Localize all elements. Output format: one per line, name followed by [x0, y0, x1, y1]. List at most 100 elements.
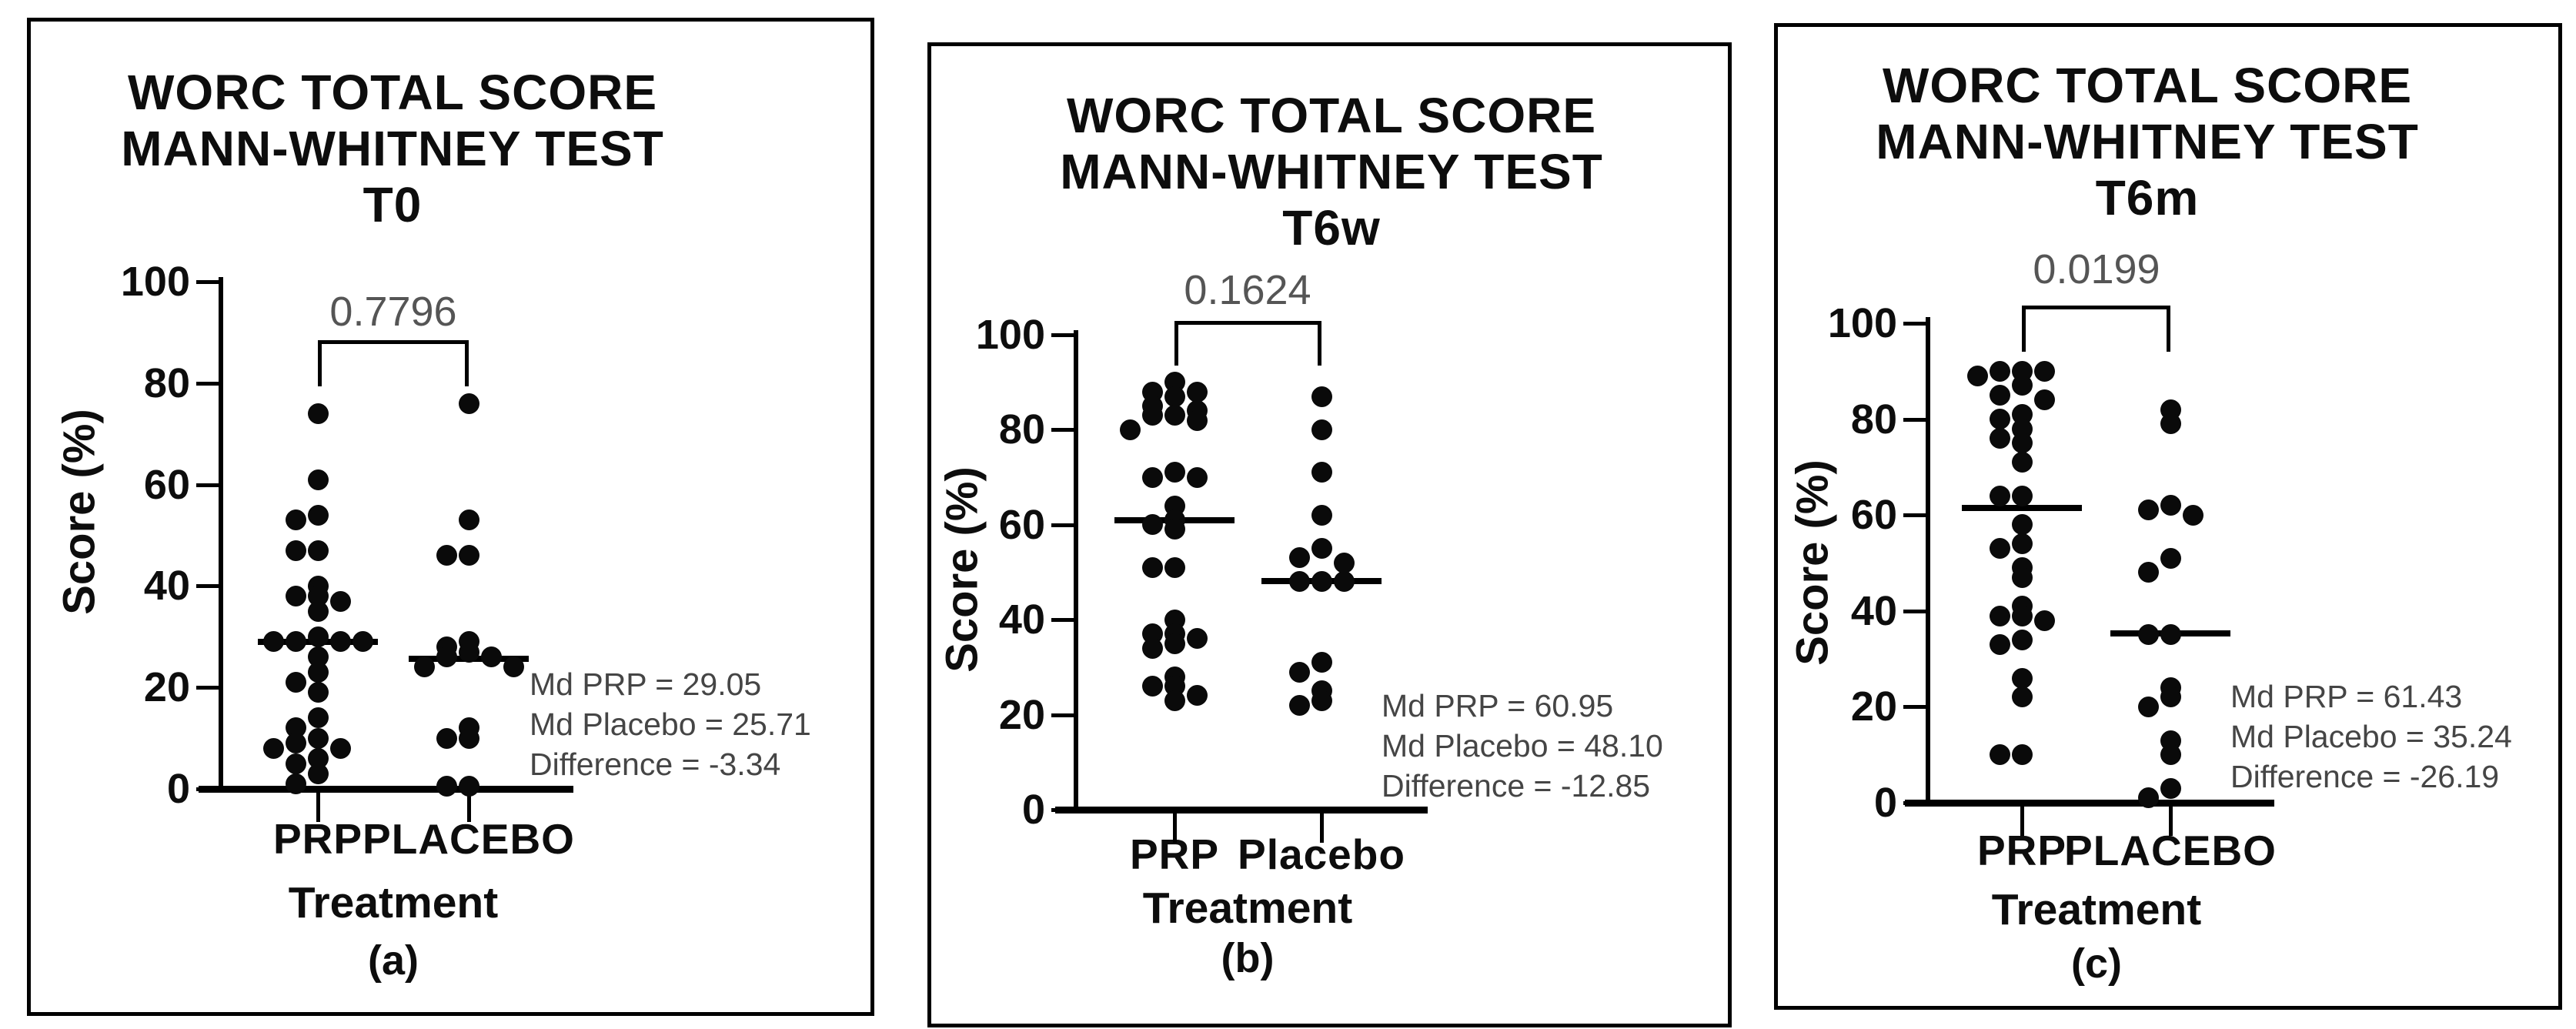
- y-axis-tick-label: 40: [1850, 587, 1897, 634]
- data-point: [307, 763, 329, 784]
- data-point: [1989, 384, 2010, 406]
- median-annotations: Md PRP = 60.95 Md Placebo = 48.10 Differ…: [1382, 686, 1663, 806]
- data-point: [2011, 433, 2033, 454]
- data-point: [458, 509, 479, 531]
- data-point: [2137, 624, 2159, 646]
- y-axis-tick-label: 80: [1850, 396, 1897, 443]
- y-axis-line: [1074, 330, 1078, 814]
- data-point: [1186, 409, 1208, 431]
- y-axis-tick-label: 100: [975, 312, 1045, 358]
- data-point: [1966, 366, 1988, 387]
- data-point: [436, 545, 457, 566]
- data-point: [1311, 538, 1332, 560]
- data-point: [1119, 419, 1141, 440]
- y-axis-tick: [1903, 705, 1926, 710]
- data-point: [2033, 360, 2055, 382]
- data-point: [285, 733, 306, 754]
- group-label-placebo: PLACEBO: [363, 815, 575, 863]
- y-axis-tick: [196, 381, 219, 386]
- significance-bracket: [318, 340, 469, 386]
- p-value-label: 0.7796: [329, 289, 457, 335]
- data-point: [307, 661, 329, 683]
- y-axis-tick-label: 80: [143, 359, 190, 406]
- data-point: [2011, 514, 2033, 536]
- chart-title-line2: MANN-WHITNEY TEST: [121, 121, 664, 176]
- data-point: [458, 641, 479, 663]
- y-axis-tick: [1051, 618, 1074, 623]
- x-axis-tick: [2020, 807, 2024, 836]
- data-point: [2011, 452, 2033, 473]
- data-point: [307, 504, 329, 526]
- data-point: [2160, 495, 2181, 516]
- data-point: [2011, 667, 2033, 689]
- data-point: [2160, 624, 2181, 646]
- y-axis-line: [219, 277, 223, 793]
- y-axis-tick: [1051, 523, 1074, 527]
- y-axis-tick: [1903, 322, 1926, 326]
- data-point: [1311, 386, 1332, 407]
- y-axis-tick: [1051, 428, 1074, 433]
- y-axis-tick-label: 60: [1850, 492, 1897, 539]
- data-point: [307, 727, 329, 749]
- x-axis-tick: [1173, 814, 1177, 843]
- data-point: [436, 727, 457, 749]
- data-point: [1141, 637, 1163, 659]
- panel-letter: (a): [368, 937, 419, 984]
- data-point: [1288, 694, 1310, 716]
- data-point: [2160, 687, 2181, 708]
- y-axis-tick-label: 100: [120, 259, 190, 305]
- y-axis-tick-label: 40: [998, 596, 1045, 643]
- data-point: [307, 626, 329, 647]
- data-point: [458, 727, 479, 749]
- data-point: [1164, 386, 1185, 407]
- data-point: [1989, 633, 2010, 655]
- data-point: [1989, 360, 2010, 382]
- data-point: [436, 776, 457, 797]
- y-axis-tick-label: 40: [143, 563, 190, 610]
- y-axis-label: Score (%): [937, 466, 987, 673]
- data-point: [1186, 381, 1208, 403]
- y-axis-tick-label: 60: [998, 501, 1045, 548]
- data-point: [1311, 504, 1332, 526]
- data-point: [1141, 405, 1163, 426]
- y-axis-label: Score (%): [1787, 459, 1838, 666]
- data-point: [1141, 466, 1163, 488]
- chart-title-line2: MANN-WHITNEY TEST: [1876, 114, 2419, 169]
- y-axis-tick: [1051, 713, 1074, 717]
- data-point: [1164, 405, 1185, 426]
- data-point: [307, 540, 329, 561]
- data-point: [480, 646, 502, 668]
- significance-bracket: [2022, 306, 2170, 352]
- data-point: [285, 631, 306, 653]
- y-axis-tick-label: 100: [1827, 300, 1897, 346]
- x-axis-label: Treatment: [288, 878, 499, 927]
- data-point: [413, 656, 435, 678]
- data-point: [1333, 571, 1355, 593]
- annotation-md-placebo: Md Placebo = 35.24: [2230, 719, 2512, 754]
- data-point: [503, 656, 524, 678]
- panel-b: WORC TOTAL SCORE MANN-WHITNEY TEST T6w 0…: [927, 42, 1732, 1027]
- data-point: [1141, 556, 1163, 578]
- data-point: [1311, 571, 1332, 593]
- data-point: [1989, 538, 2010, 560]
- y-axis-tick-label: 20: [998, 691, 1045, 738]
- data-point: [2137, 562, 2159, 583]
- data-point: [329, 631, 351, 653]
- data-point: [2011, 744, 2033, 766]
- data-point: [1164, 556, 1185, 578]
- y-axis-tick: [1051, 808, 1074, 812]
- p-value-label: 0.1624: [1184, 267, 1311, 313]
- data-point: [1311, 419, 1332, 440]
- panel-a: WORC TOTAL SCORE MANN-WHITNEY TEST T0 0.…: [27, 18, 874, 1016]
- data-point: [285, 753, 306, 774]
- data-point: [458, 776, 479, 797]
- chart-title-line1: WORC TOTAL SCORE: [128, 65, 657, 120]
- data-point: [285, 586, 306, 607]
- x-axis-label: Treatment: [1991, 885, 2202, 934]
- data-point: [2033, 389, 2055, 411]
- annotation-difference: Difference = -26.19: [2230, 759, 2500, 794]
- data-point: [1288, 661, 1310, 683]
- data-point: [2011, 485, 2033, 506]
- y-axis-tick: [1903, 609, 1926, 613]
- data-point: [2011, 629, 2033, 650]
